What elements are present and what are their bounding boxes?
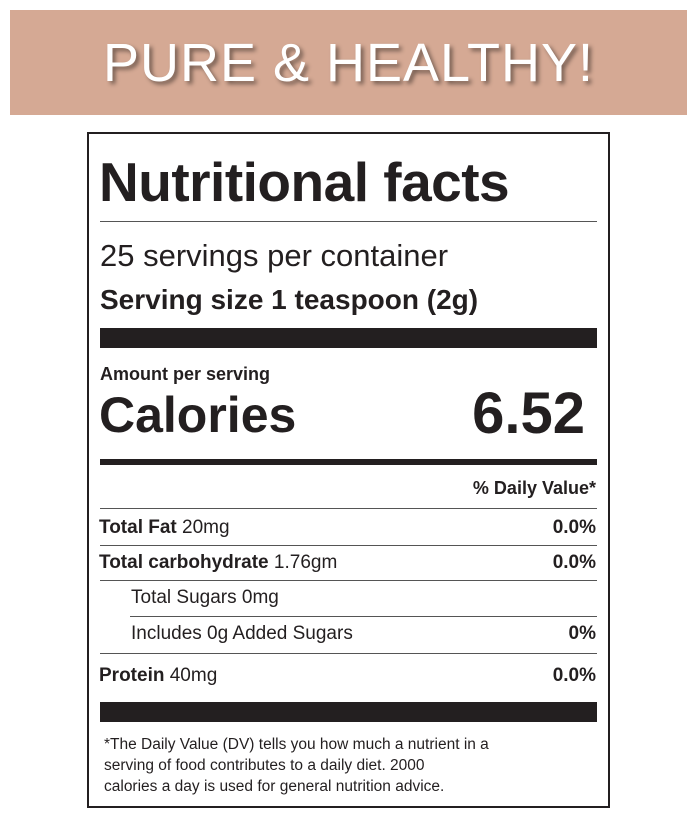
nutrient-amount: 40mg: [169, 665, 218, 686]
footnote-line: calories a day is used for general nutri…: [104, 778, 445, 795]
banner: PURE & HEALTHY!: [10, 10, 687, 115]
divider: [100, 580, 597, 581]
nutrient-name: Total carbohydrate: [99, 552, 269, 573]
divider: [130, 616, 597, 617]
thick-bar: [100, 328, 597, 348]
divider: [100, 653, 597, 654]
label-title: Nutritional facts: [99, 151, 510, 213]
nutrient-name: Includes 0g Added Sugars: [131, 623, 353, 644]
nutrient-dv: 0.0%: [552, 552, 596, 573]
nutrient-name: Total Fat: [99, 517, 177, 538]
thick-bar: [100, 702, 597, 722]
nutrient-dv: 0%: [568, 623, 596, 644]
nutrient-row: Protein 40mg: [99, 665, 217, 687]
footnote-line: serving of food contributes to a daily d…: [104, 757, 425, 774]
label-box: [87, 132, 610, 808]
nutrient-amount: 20mg: [182, 517, 230, 538]
divider: [100, 221, 597, 222]
medium-bar: [100, 459, 597, 465]
nutrient-row: Total Fat 20mg: [99, 517, 230, 539]
divider: [100, 545, 597, 546]
amount-per-serving: Amount per serving: [100, 364, 271, 384]
calories-label: Calories: [99, 387, 297, 443]
servings: 25 servings per container: [100, 238, 449, 273]
nutrient-name: Protein: [99, 665, 165, 686]
nutrient-dv: 0.0%: [552, 517, 596, 538]
footnote-line: *The Daily Value (DV) tells you how much…: [104, 736, 489, 753]
nutrient-row: Total carbohydrate 1.76gm: [99, 552, 337, 574]
banner-title: PURE & HEALTHY!: [102, 33, 595, 93]
nutrient-dv: 0.0%: [552, 665, 596, 686]
nutrient-amount: 1.76gm: [273, 552, 338, 573]
daily-value-header: % Daily Value*: [472, 478, 596, 498]
nutrient-name: Total Sugars 0mg: [131, 587, 279, 608]
calories-value: 6.52: [472, 381, 585, 446]
divider: [100, 508, 597, 509]
serving-size: Serving size 1 teaspoon (2g): [100, 284, 479, 315]
